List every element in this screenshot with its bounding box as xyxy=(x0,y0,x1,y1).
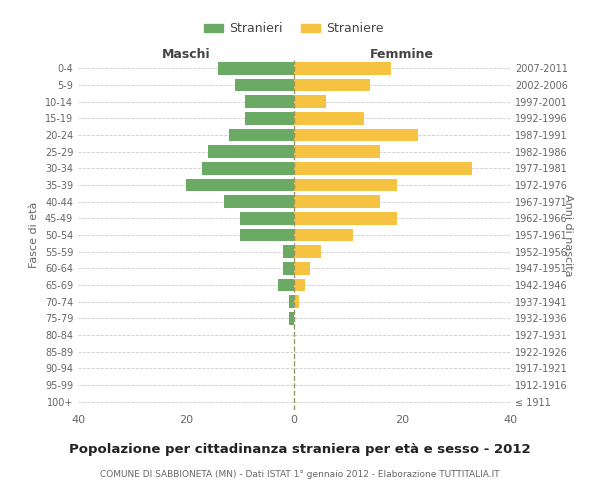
Bar xyxy=(235,79,294,92)
Bar xyxy=(289,312,294,324)
Bar xyxy=(294,262,310,274)
Bar xyxy=(294,229,353,241)
Bar xyxy=(294,62,391,74)
Bar xyxy=(283,246,294,258)
Bar xyxy=(283,262,294,274)
Bar xyxy=(289,296,294,308)
Bar xyxy=(294,279,305,291)
Bar xyxy=(294,129,418,141)
Legend: Stranieri, Straniere: Stranieri, Straniere xyxy=(199,18,389,40)
Text: Femmine: Femmine xyxy=(370,48,434,61)
Bar xyxy=(186,179,294,192)
Y-axis label: Anni di nascita: Anni di nascita xyxy=(563,194,573,276)
Bar xyxy=(294,196,380,208)
Bar xyxy=(294,96,326,108)
Y-axis label: Fasce di età: Fasce di età xyxy=(29,202,39,268)
Bar xyxy=(240,229,294,241)
Bar xyxy=(294,146,380,158)
Bar xyxy=(202,162,294,174)
Bar xyxy=(294,246,321,258)
Bar xyxy=(229,129,294,141)
Bar xyxy=(218,62,294,74)
Bar xyxy=(278,279,294,291)
Bar xyxy=(294,79,370,92)
Bar xyxy=(294,212,397,224)
Text: COMUNE DI SABBIONETA (MN) - Dati ISTAT 1° gennaio 2012 - Elaborazione TUTTITALIA: COMUNE DI SABBIONETA (MN) - Dati ISTAT 1… xyxy=(100,470,500,479)
Bar xyxy=(240,212,294,224)
Bar xyxy=(294,179,397,192)
Text: Maschi: Maschi xyxy=(161,48,211,61)
Bar xyxy=(294,112,364,124)
Bar xyxy=(294,296,299,308)
Bar xyxy=(224,196,294,208)
Bar xyxy=(208,146,294,158)
Text: Popolazione per cittadinanza straniera per età e sesso - 2012: Popolazione per cittadinanza straniera p… xyxy=(69,442,531,456)
Bar xyxy=(294,162,472,174)
Bar xyxy=(245,112,294,124)
Bar xyxy=(245,96,294,108)
